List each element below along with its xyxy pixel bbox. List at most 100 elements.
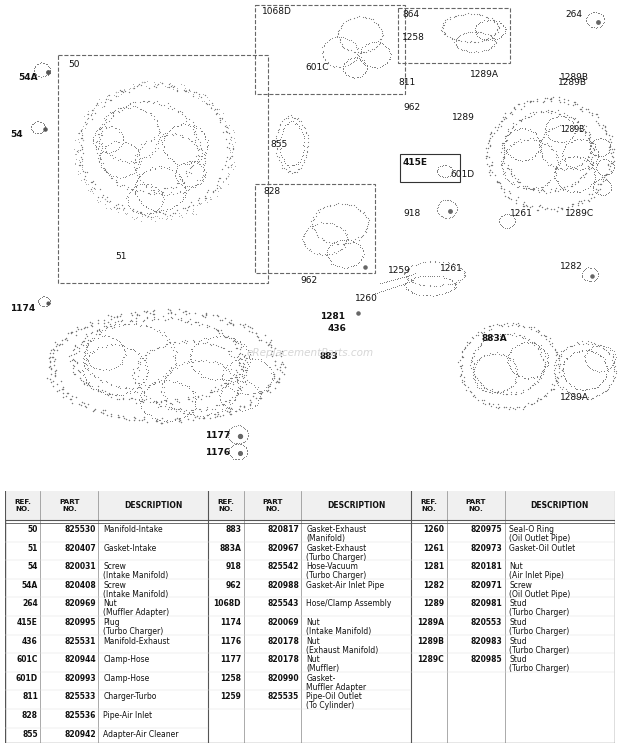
Point	[373, 19, 383, 31]
Point	[100, 388, 110, 400]
Point	[242, 341, 252, 353]
Point	[244, 352, 254, 364]
Point	[29, 126, 38, 138]
Point	[199, 412, 209, 424]
Point	[557, 202, 567, 214]
Point	[141, 350, 151, 362]
Point	[554, 350, 564, 362]
Point	[121, 208, 131, 219]
Point	[406, 273, 416, 285]
Point	[584, 164, 594, 176]
Point	[86, 346, 95, 358]
Point	[348, 36, 358, 48]
Point	[402, 263, 412, 275]
Point	[343, 69, 353, 81]
Point	[498, 141, 508, 153]
Point	[407, 276, 417, 288]
Point	[410, 277, 420, 289]
Point	[503, 162, 513, 174]
Point	[457, 350, 467, 362]
Point	[50, 370, 60, 382]
Point	[172, 173, 182, 185]
Point	[143, 364, 153, 376]
Point	[605, 133, 615, 145]
Point	[132, 80, 142, 92]
Point	[380, 39, 390, 51]
Point	[161, 129, 171, 141]
Point	[436, 25, 446, 36]
Point	[230, 333, 240, 344]
Point	[39, 119, 49, 131]
Point	[240, 375, 250, 387]
Point	[213, 373, 223, 385]
Point	[209, 104, 219, 116]
Point	[223, 318, 232, 330]
Point	[444, 160, 454, 172]
Point	[440, 14, 450, 26]
Point	[158, 389, 168, 401]
Point	[588, 180, 598, 192]
Point	[555, 162, 565, 174]
Point	[552, 111, 562, 123]
Point	[482, 158, 492, 170]
Point	[235, 387, 245, 399]
Bar	[398, 8, 510, 62]
Point	[99, 158, 108, 170]
Point	[218, 175, 228, 187]
Point	[559, 155, 569, 167]
Point	[536, 143, 546, 155]
Point	[189, 340, 199, 352]
Point	[498, 151, 508, 163]
Point	[499, 144, 509, 155]
Point	[156, 385, 166, 397]
Point	[218, 360, 228, 372]
Point	[44, 293, 54, 305]
Point	[591, 176, 601, 187]
Point	[476, 351, 486, 363]
Point	[528, 182, 538, 194]
Point	[221, 119, 231, 131]
Text: 1068D: 1068D	[213, 600, 241, 609]
Point	[536, 182, 546, 193]
Point	[589, 163, 599, 175]
Point	[303, 129, 313, 141]
Point	[533, 339, 542, 351]
Point	[180, 85, 190, 97]
Point	[500, 130, 510, 142]
Point	[601, 167, 611, 179]
Point	[439, 272, 449, 283]
Point	[530, 150, 540, 161]
Point	[131, 101, 141, 113]
Point	[499, 112, 509, 124]
Point	[539, 329, 549, 341]
Point	[587, 393, 596, 405]
Point	[193, 153, 203, 165]
Point	[192, 155, 202, 167]
Point	[585, 180, 595, 192]
Point	[524, 321, 534, 333]
Point	[191, 131, 201, 143]
Point	[400, 278, 410, 290]
Point	[223, 161, 233, 173]
Point	[149, 77, 159, 89]
Point	[94, 132, 104, 144]
Point	[570, 127, 580, 139]
Point	[541, 391, 551, 403]
Point	[125, 102, 135, 114]
Point	[367, 42, 377, 54]
Point	[603, 362, 613, 374]
Point	[546, 107, 556, 119]
Point	[582, 155, 591, 167]
Point	[570, 382, 580, 394]
Point	[171, 359, 181, 371]
Point	[486, 400, 496, 412]
Point	[583, 132, 593, 144]
Point	[81, 352, 91, 364]
Point	[211, 339, 221, 351]
Point	[498, 19, 508, 31]
Point	[360, 40, 370, 52]
Point	[348, 236, 358, 248]
Point	[179, 407, 188, 419]
Point	[407, 286, 417, 298]
Point	[216, 341, 226, 353]
